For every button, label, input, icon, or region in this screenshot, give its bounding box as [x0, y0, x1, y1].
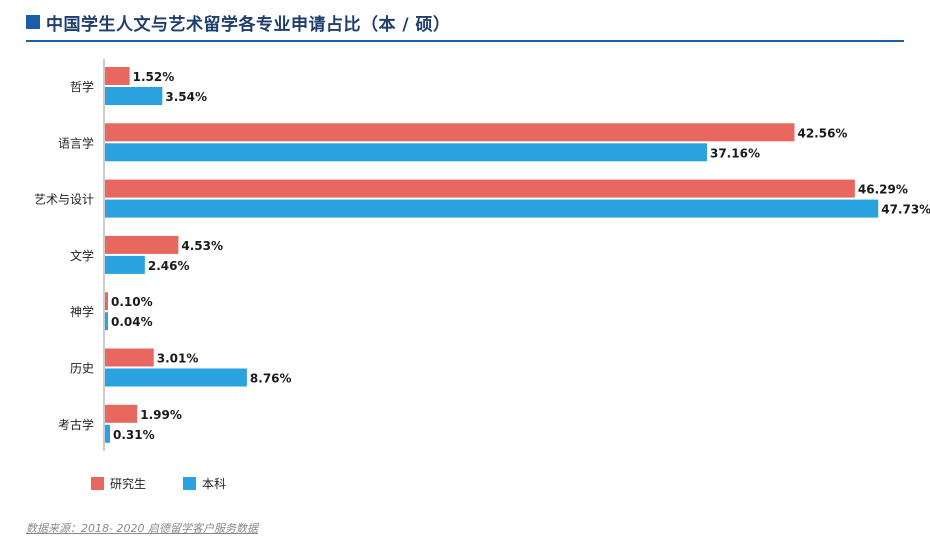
legend-label: 本科: [202, 477, 226, 491]
category-label: 文学: [70, 248, 94, 263]
data-source-note: 数据来源：2018- 2020 启德留学客户服务数据: [26, 522, 258, 535]
bar-undergraduate: [105, 368, 247, 387]
bar-undergraduate: [105, 255, 145, 274]
bar-undergraduate: [105, 87, 163, 105]
data-label: 0.10%: [111, 295, 153, 309]
data-label: 37.16%: [710, 146, 760, 160]
data-label: 0.31%: [113, 428, 155, 442]
category-label: 考古学: [58, 417, 94, 432]
bar-undergraduate: [105, 424, 111, 443]
data-label: 0.04%: [111, 315, 153, 329]
bar-graduate: [105, 348, 154, 367]
bar-graduate: [105, 235, 179, 254]
data-label: 4.53%: [181, 239, 223, 253]
bar-graduate: [105, 404, 138, 423]
legend-swatch-undergraduate: [183, 477, 196, 490]
data-label: 3.54%: [165, 90, 207, 104]
category-label: 神学: [70, 304, 94, 319]
title-divider: [26, 40, 904, 42]
bar-graduate: [105, 123, 795, 142]
data-label: 1.52%: [133, 70, 175, 84]
legend-label: 研究生: [110, 476, 146, 491]
data-label: 1.99%: [140, 408, 182, 422]
bar-undergraduate: [105, 312, 108, 331]
chart-title: 中国学生人文与艺术留学各专业申请占比（本 / 硕）: [46, 14, 451, 35]
chart-title-block: 中国学生人文与艺术留学各专业申请占比（本 / 硕）: [26, 9, 451, 35]
data-label: 2.46%: [148, 259, 190, 273]
bar-graduate: [105, 67, 130, 85]
category-label: 艺术与设计: [34, 193, 94, 207]
data-label: 42.56%: [797, 126, 847, 140]
data-label: 47.73%: [881, 203, 930, 217]
legend-swatch-graduate: [91, 477, 104, 490]
category-label: 哲学: [70, 79, 94, 94]
title-marker: [26, 15, 40, 29]
data-label: 8.76%: [250, 372, 292, 386]
data-label: 46.29%: [858, 183, 908, 197]
bar-undergraduate: [105, 143, 707, 162]
bar-graduate: [105, 292, 108, 311]
bar-graduate: [105, 179, 855, 198]
category-label: 语言学: [58, 135, 94, 150]
data-label: 3.01%: [157, 352, 199, 366]
bar-undergraduate: [105, 199, 879, 218]
category-label: 历史: [70, 362, 94, 376]
